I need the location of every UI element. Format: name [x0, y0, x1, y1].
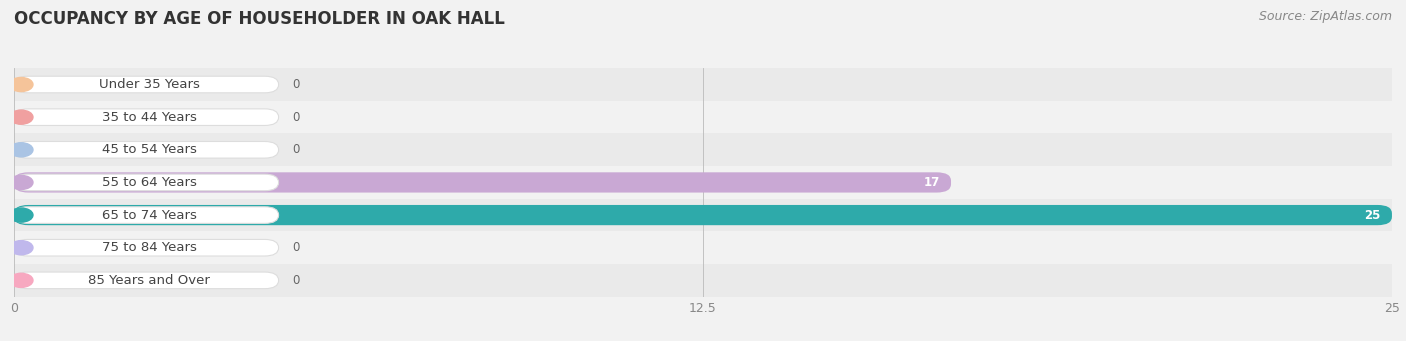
- Text: 17: 17: [924, 176, 941, 189]
- Circle shape: [10, 110, 32, 124]
- Bar: [14, 264, 1392, 297]
- Text: 75 to 84 Years: 75 to 84 Years: [101, 241, 197, 254]
- Text: 65 to 74 Years: 65 to 74 Years: [101, 209, 197, 222]
- Bar: [14, 232, 1392, 264]
- Text: Source: ZipAtlas.com: Source: ZipAtlas.com: [1258, 10, 1392, 23]
- Text: 0: 0: [292, 111, 299, 124]
- FancyBboxPatch shape: [14, 174, 278, 191]
- Bar: [14, 101, 1392, 133]
- Bar: [14, 68, 1392, 101]
- FancyBboxPatch shape: [14, 142, 278, 158]
- Circle shape: [10, 273, 32, 287]
- Text: 55 to 64 Years: 55 to 64 Years: [101, 176, 197, 189]
- Bar: [14, 199, 1392, 232]
- FancyBboxPatch shape: [14, 109, 278, 125]
- Circle shape: [10, 143, 32, 157]
- Text: Under 35 Years: Under 35 Years: [98, 78, 200, 91]
- Text: 25: 25: [1365, 209, 1381, 222]
- Bar: [14, 166, 1392, 199]
- Text: 0: 0: [292, 241, 299, 254]
- Text: 85 Years and Over: 85 Years and Over: [89, 274, 209, 287]
- Circle shape: [10, 175, 32, 190]
- Circle shape: [10, 77, 32, 92]
- Text: 35 to 44 Years: 35 to 44 Years: [101, 111, 197, 124]
- FancyBboxPatch shape: [14, 239, 278, 256]
- Circle shape: [10, 208, 32, 222]
- Bar: [14, 133, 1392, 166]
- FancyBboxPatch shape: [14, 76, 278, 93]
- FancyBboxPatch shape: [14, 172, 950, 193]
- FancyBboxPatch shape: [14, 205, 1392, 225]
- Text: OCCUPANCY BY AGE OF HOUSEHOLDER IN OAK HALL: OCCUPANCY BY AGE OF HOUSEHOLDER IN OAK H…: [14, 10, 505, 28]
- Text: 0: 0: [292, 143, 299, 156]
- Text: 45 to 54 Years: 45 to 54 Years: [101, 143, 197, 156]
- FancyBboxPatch shape: [14, 272, 278, 288]
- Circle shape: [10, 241, 32, 255]
- Text: 0: 0: [292, 78, 299, 91]
- FancyBboxPatch shape: [14, 207, 278, 223]
- Text: 0: 0: [292, 274, 299, 287]
